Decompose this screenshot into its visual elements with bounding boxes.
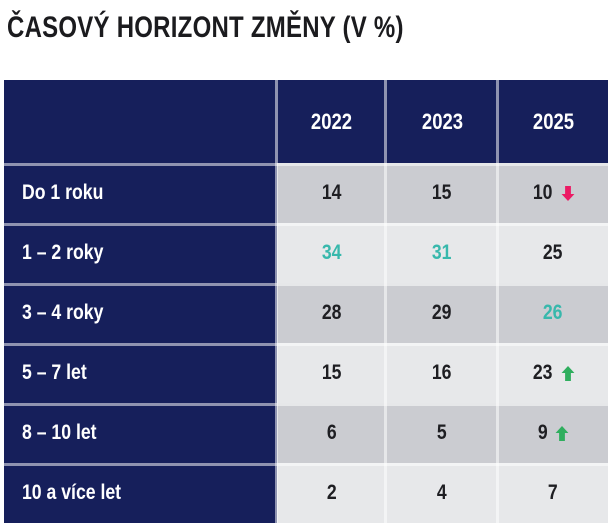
table-body: Do 1 roku 14 15 10 1 – 2 roky 34 31	[4, 163, 608, 523]
cell-value: 5	[437, 421, 447, 444]
cell-value: 29	[432, 301, 452, 324]
row-label-cell: 5 – 7 let	[4, 343, 277, 403]
value-cell: 34	[277, 223, 386, 283]
time-horizon-table: 2022 2023 2025 Do 1 roku 14 15 10 1 – 2 …	[4, 80, 608, 523]
header-cell-2023: 2023	[386, 80, 498, 163]
value-cell: 25	[498, 223, 608, 283]
value-cell: 29	[386, 283, 498, 343]
value-cell: 6	[277, 403, 386, 463]
cell-value: 15	[432, 181, 452, 204]
column-header-label: 2022	[310, 108, 353, 134]
value-cell: 2	[277, 463, 386, 523]
row-label-cell: 10 a více let	[4, 463, 277, 523]
value-cell: 14	[277, 163, 386, 223]
cell-value: 25	[543, 241, 563, 264]
up-arrow-icon	[561, 365, 575, 381]
row-label: Do 1 roku	[22, 181, 104, 204]
value-cell: 26	[498, 283, 608, 343]
table-row: 5 – 7 let 15 16 23	[4, 343, 608, 403]
table-row: 8 – 10 let 6 5 9	[4, 403, 608, 463]
down-arrow-icon	[561, 185, 575, 201]
header-cell-2025: 2025	[498, 80, 608, 163]
value-cell: 5	[386, 403, 498, 463]
value-cell: 31	[386, 223, 498, 283]
row-label: 8 – 10 let	[22, 421, 97, 444]
header-cell-2022: 2022	[277, 80, 386, 163]
row-label-cell: 3 – 4 roky	[4, 283, 277, 343]
cell-value: 14	[321, 181, 342, 204]
cell-value: 4	[437, 481, 447, 504]
row-label-cell: 1 – 2 roky	[4, 223, 277, 283]
row-label: 10 a více let	[22, 481, 122, 504]
cell-value: 7	[548, 481, 558, 504]
table-row: Do 1 roku 14 15 10	[4, 163, 608, 223]
value-cell: 23	[498, 343, 608, 403]
value-cell: 10	[498, 163, 608, 223]
value-cell: 28	[277, 283, 386, 343]
table-row: 1 – 2 roky 34 31 25	[4, 223, 608, 283]
cell-value: 28	[321, 301, 342, 324]
cell-value: 16	[432, 361, 452, 384]
page-title: ČASOVÝ HORIZONT ZMĚNY (V %)	[7, 11, 404, 44]
cell-value: 10	[533, 181, 553, 204]
row-label-cell: 8 – 10 let	[4, 403, 277, 463]
cell-value: 6	[326, 421, 337, 444]
cell-value: 2	[326, 481, 337, 504]
table-header-row: 2022 2023 2025	[4, 80, 608, 163]
table-row: 3 – 4 roky 28 29 26	[4, 283, 608, 343]
value-cell: 7	[498, 463, 608, 523]
row-label: 1 – 2 roky	[22, 241, 104, 264]
header-corner-cell	[4, 80, 277, 163]
row-label: 3 – 4 roky	[22, 301, 104, 324]
cell-value: 34	[321, 241, 342, 264]
value-cell: 15	[277, 343, 386, 403]
row-label: 5 – 7 let	[22, 361, 87, 384]
value-cell: 15	[386, 163, 498, 223]
cell-value: 31	[432, 241, 452, 264]
row-label-cell: Do 1 roku	[4, 163, 277, 223]
value-cell: 4	[386, 463, 498, 523]
up-arrow-icon	[555, 425, 569, 441]
value-cell: 16	[386, 343, 498, 403]
table-row: 10 a více let 2 4 7	[4, 463, 608, 523]
cell-value: 15	[321, 361, 342, 384]
column-header-label: 2023	[421, 108, 463, 134]
cell-value: 23	[533, 361, 553, 384]
cell-value: 9	[538, 421, 548, 444]
value-cell: 9	[498, 403, 608, 463]
cell-value: 26	[543, 301, 563, 324]
column-header-label: 2025	[532, 108, 574, 134]
